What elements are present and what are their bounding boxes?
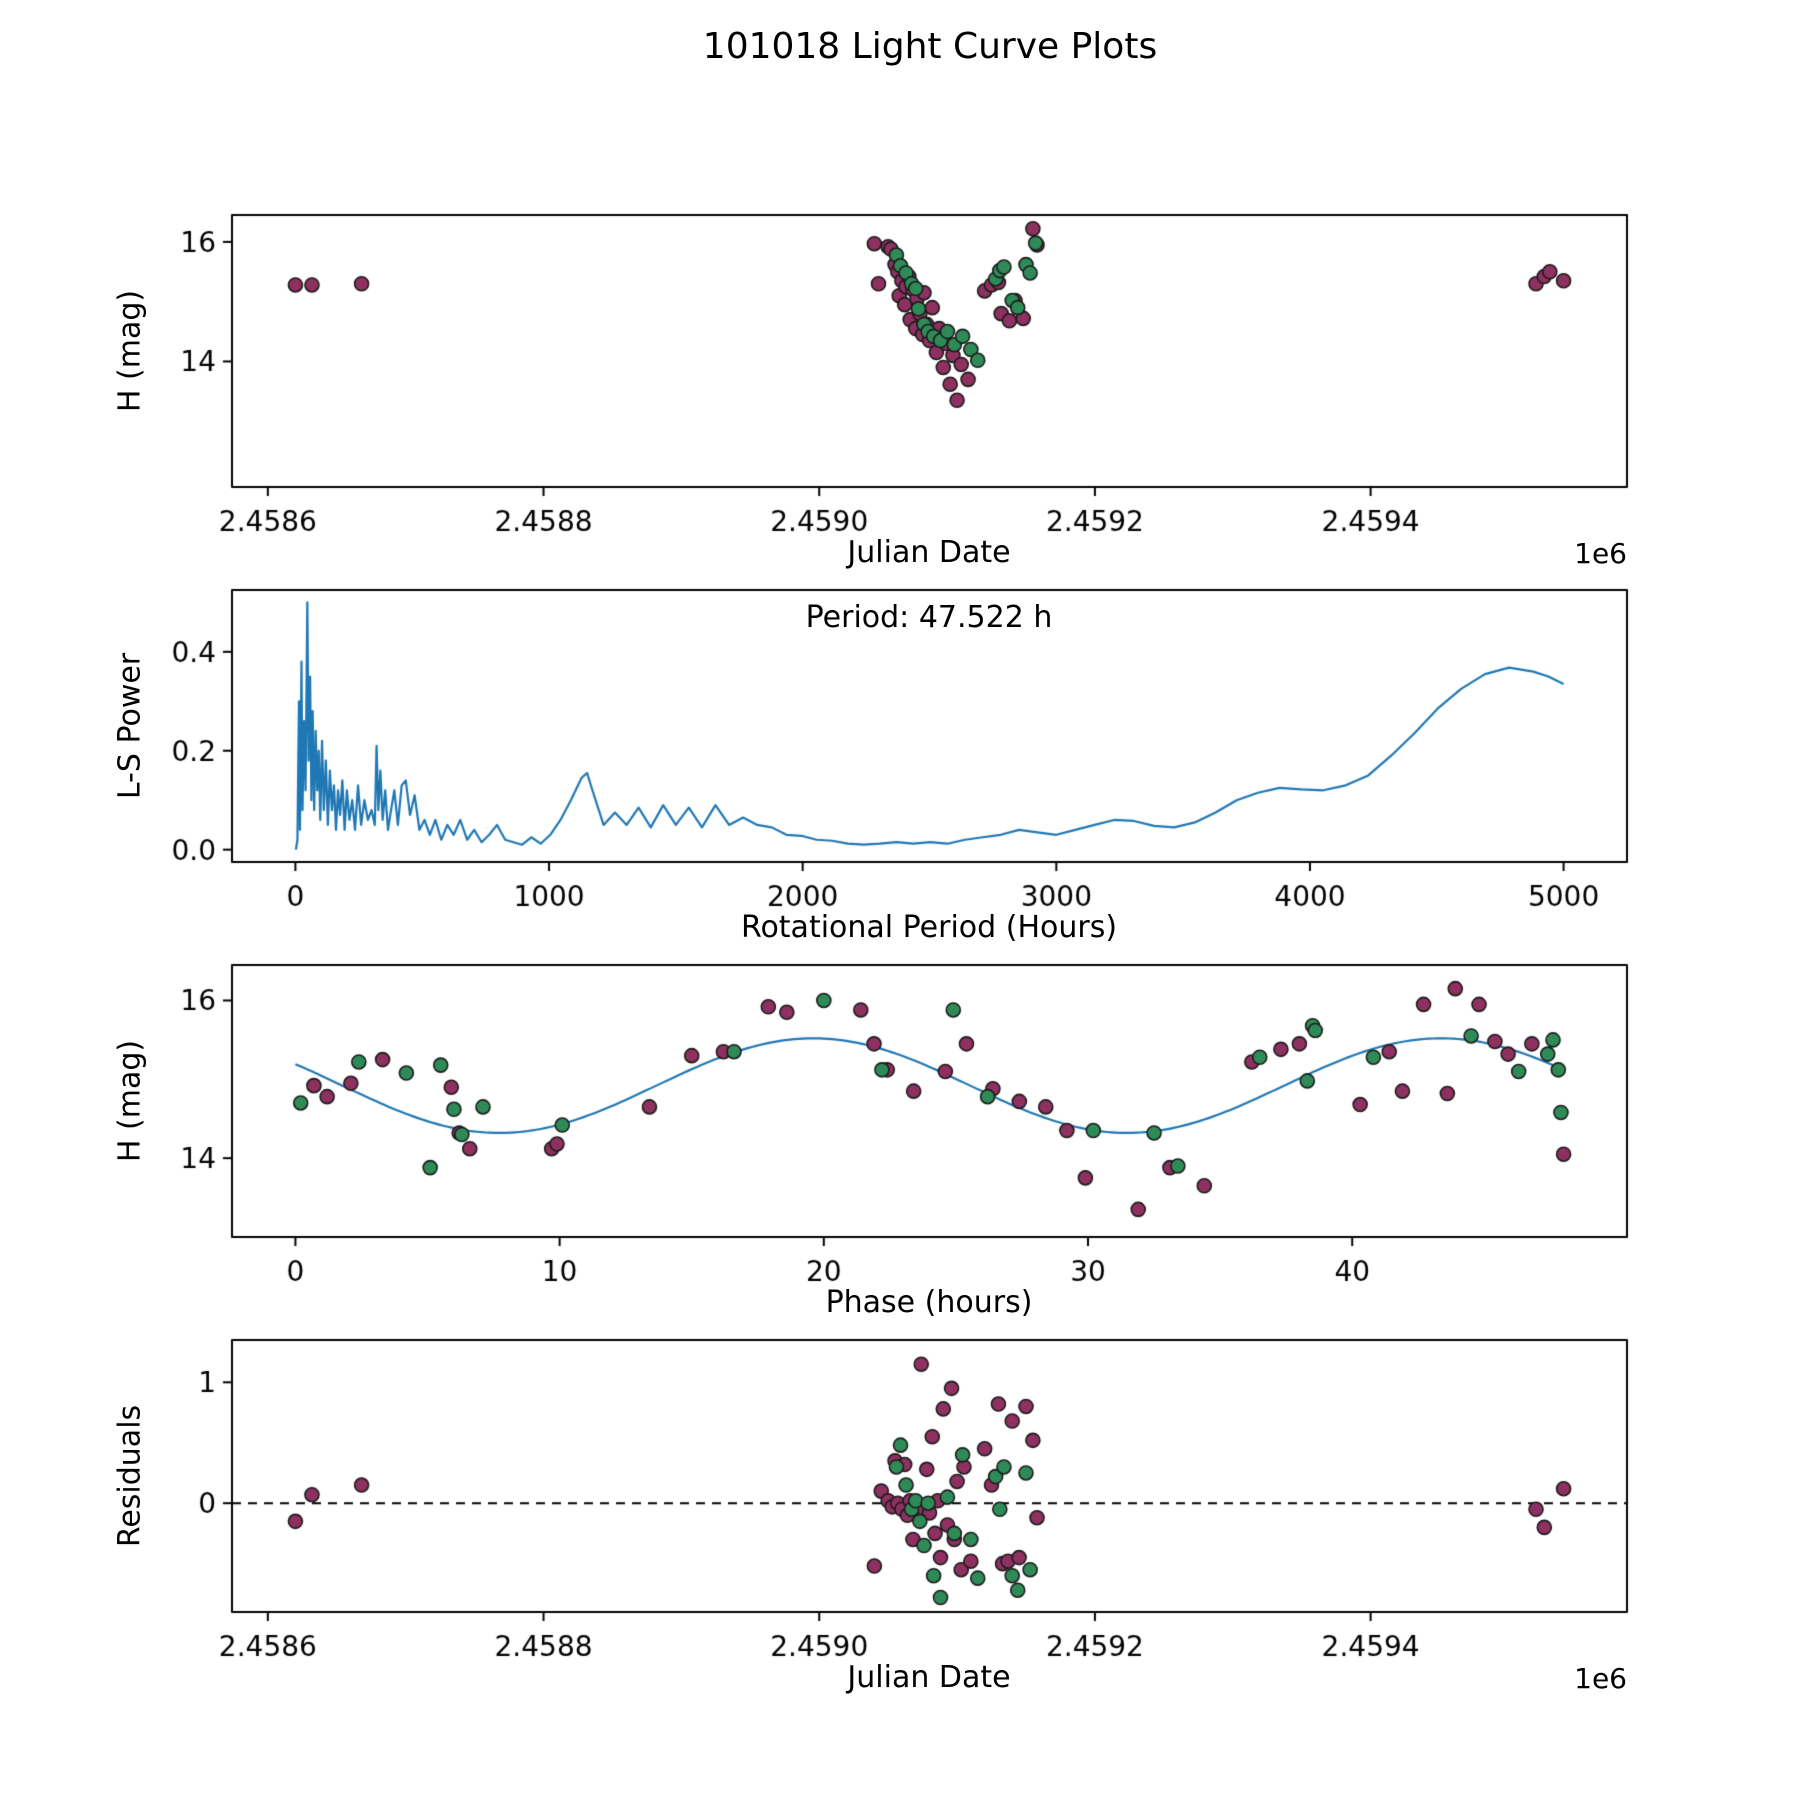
axis-label-julian-date-bottom: Julian Date <box>847 1660 1011 1695</box>
axis-offset-1e6-bottom: 1e6 <box>1574 1662 1627 1695</box>
axis-label-ls-power: L-S Power <box>112 652 148 800</box>
period-annotation: Period: 47.522 h <box>805 600 1053 635</box>
axis-label-residuals: Residuals <box>112 1404 148 1548</box>
axis-label-julian-date-top: Julian Date <box>847 535 1011 570</box>
figure-title: 101018 Light Curve Plots <box>702 26 1158 67</box>
axis-label-rotational-period: Rotational Period (Hours) <box>740 910 1118 945</box>
axis-label-h-mag-phase: H (mag) <box>112 1039 148 1163</box>
axis-label-phase-hours: Phase (hours) <box>825 1285 1033 1320</box>
axis-offset-1e6-top: 1e6 <box>1574 537 1627 570</box>
axis-label-h-mag-top: H (mag) <box>112 289 148 413</box>
